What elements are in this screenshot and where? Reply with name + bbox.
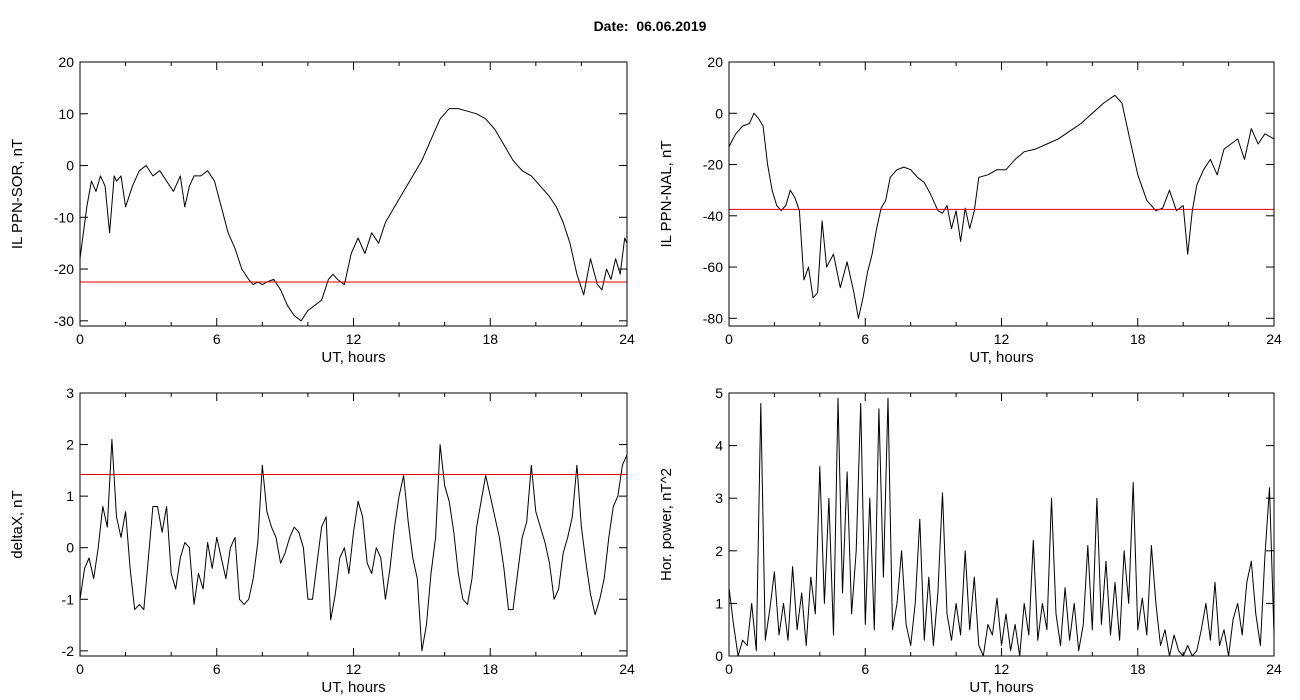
x-tick-label: 0 <box>725 661 733 677</box>
x-tick-label: 12 <box>346 661 362 677</box>
y-tick-label: 0 <box>66 158 74 174</box>
y-tick-label: 20 <box>707 54 723 70</box>
x-axis-label: UT, hours <box>969 349 1033 366</box>
y-tick-label: 5 <box>715 385 723 401</box>
y-axis-label: Hor. power, nT^2 <box>658 468 675 581</box>
chart-panel-il-ppn-sor: 0 6 12 18 24 -30 -20 -10 0 10 20 UT, hours IL PPN-SO… <box>9 54 635 366</box>
y-axis-label: IL PPN-SOR, nT <box>9 139 26 249</box>
x-tick-label: 18 <box>482 331 498 347</box>
series-line-0 <box>79 438 628 652</box>
plot-frame <box>728 61 1275 327</box>
x-tick-label: 6 <box>213 661 221 677</box>
y-tick-label: 10 <box>58 106 74 122</box>
y-tick-label: -30 <box>54 313 74 329</box>
y-tick-label: -60 <box>703 259 723 275</box>
x-tick-label: 18 <box>482 661 498 677</box>
y-tick-label: -2 <box>62 643 75 659</box>
plot-frame <box>79 61 628 327</box>
y-tick-label: 1 <box>66 488 74 504</box>
y-tick-label: -20 <box>703 157 723 173</box>
x-tick-label: 6 <box>861 661 869 677</box>
y-tick-label: 2 <box>66 437 74 453</box>
x-tick-label: 12 <box>994 331 1010 347</box>
x-tick-label: 6 <box>861 331 869 347</box>
x-tick-label: 12 <box>346 331 362 347</box>
x-tick-label: 12 <box>994 661 1010 677</box>
y-tick-label: 3 <box>715 490 723 506</box>
y-tick-label: 0 <box>715 648 723 664</box>
y-tick-label: 0 <box>66 540 74 556</box>
x-tick-label: 0 <box>76 331 84 347</box>
y-tick-label: -10 <box>54 209 74 225</box>
x-axis-label: UT, hours <box>321 349 385 366</box>
y-tick-label: 20 <box>58 54 74 70</box>
page-title: Date: 06.06.2019 <box>593 18 707 34</box>
y-tick-label: -20 <box>54 261 74 277</box>
y-tick-label: 0 <box>715 105 723 121</box>
y-tick-label: 1 <box>715 595 723 611</box>
y-tick-label: 4 <box>715 438 723 454</box>
plot-frame <box>79 392 628 657</box>
x-tick-label: 6 <box>213 331 221 347</box>
x-tick-label: 24 <box>619 661 635 677</box>
x-tick-label: 0 <box>725 331 733 347</box>
x-tick-label: 24 <box>1266 661 1282 677</box>
x-tick-label: 0 <box>76 661 84 677</box>
series-line-0 <box>728 397 1275 657</box>
x-tick-label: 18 <box>1130 331 1146 347</box>
x-axis-label: UT, hours <box>321 679 385 696</box>
series-line-0 <box>728 94 1275 319</box>
y-tick-label: -40 <box>703 208 723 224</box>
plot-frame <box>728 392 1275 657</box>
x-tick-label: 24 <box>1266 331 1282 347</box>
y-tick-label: -1 <box>62 591 75 607</box>
y-axis-label: deltaX, nT <box>9 490 26 558</box>
x-axis-label: UT, hours <box>969 679 1033 696</box>
y-axis-label: IL PPN-NAL, nT <box>658 141 675 248</box>
series-line-0 <box>79 108 628 322</box>
y-tick-label: 2 <box>715 543 723 559</box>
y-tick-label: -80 <box>703 310 723 326</box>
chart-panel-il-ppn-nal: 0 6 12 18 24 -80 -60 -40 -20 0 20 UT, hours IL PPN-N… <box>658 54 1282 366</box>
x-tick-label: 18 <box>1130 661 1146 677</box>
y-tick-label: 3 <box>66 385 74 401</box>
x-tick-label: 24 <box>619 331 635 347</box>
